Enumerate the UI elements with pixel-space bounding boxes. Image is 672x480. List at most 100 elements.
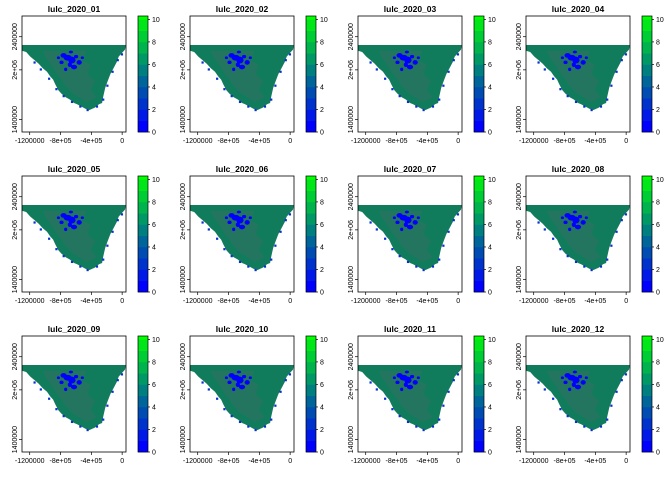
legend-color-step bbox=[138, 440, 148, 453]
legend-color-step bbox=[474, 53, 484, 65]
panel-title: lulc_2020_02 bbox=[216, 4, 269, 14]
map-water-body bbox=[571, 382, 576, 388]
map-water-body bbox=[392, 216, 396, 220]
plot-frame bbox=[525, 15, 631, 133]
x-tick-label: 0 bbox=[624, 458, 628, 465]
x-tick-label: -1200000 bbox=[183, 138, 213, 145]
legend-frame bbox=[305, 15, 317, 133]
x-tick-label: -8e+05 bbox=[386, 458, 408, 465]
map-water-pixel bbox=[406, 260, 410, 264]
x-tick-label: -4e+05 bbox=[248, 298, 270, 305]
map-water-pixel bbox=[537, 221, 540, 224]
map-water-pixel bbox=[230, 95, 233, 98]
map-water-body bbox=[244, 380, 250, 385]
map-water-pixel bbox=[120, 213, 124, 216]
map-water-pixel bbox=[70, 420, 74, 424]
map-water-pixel bbox=[279, 70, 282, 73]
map-water-pixel bbox=[270, 258, 273, 261]
map-water-pixel bbox=[111, 70, 114, 73]
legend-color-step bbox=[306, 190, 316, 203]
map-water-body bbox=[67, 382, 72, 388]
map-water-body bbox=[70, 224, 78, 230]
x-tick-label: 0 bbox=[456, 298, 460, 305]
map-water-pixel bbox=[574, 420, 578, 424]
legend-color-step bbox=[306, 213, 316, 225]
map-water-pixel bbox=[33, 381, 36, 384]
map-water-pixel bbox=[384, 237, 387, 240]
map-water-body bbox=[580, 380, 586, 385]
x-tick-label: -1200000 bbox=[519, 298, 549, 305]
legend-color-step bbox=[138, 109, 148, 122]
x-tick-label: -8e+05 bbox=[218, 458, 240, 465]
map-water-pixel bbox=[270, 418, 273, 421]
map-water-pixel bbox=[452, 219, 455, 222]
map-water-pixel bbox=[62, 95, 65, 98]
map-water-pixel bbox=[55, 248, 58, 251]
map-water-pixel bbox=[120, 53, 124, 56]
map-water-pixel bbox=[39, 388, 42, 391]
map-water-pixel bbox=[70, 100, 74, 104]
y-tick-label: 2400000 bbox=[180, 23, 187, 50]
y-tick-label: 2400000 bbox=[12, 183, 19, 210]
legend-color-step bbox=[474, 384, 484, 396]
map-water-pixel bbox=[543, 68, 546, 71]
x-tick-label: 0 bbox=[288, 298, 292, 305]
map-water-body bbox=[412, 60, 418, 65]
map-water-pixel bbox=[422, 108, 425, 112]
legend-tick-label: 4 bbox=[656, 84, 660, 91]
y-tick-label: 2e+06 bbox=[12, 380, 19, 400]
legend-frame bbox=[137, 335, 149, 453]
legend-color-step bbox=[642, 246, 652, 259]
x-tick-label: -4e+05 bbox=[416, 138, 438, 145]
map-water-pixel bbox=[95, 265, 99, 268]
legend-tick-label: 0 bbox=[656, 290, 660, 297]
map-land-inner bbox=[210, 50, 265, 102]
map-panel-02: lulc_2020_02 -1200000 -8e+05 -4e+05 0 1400000… bbox=[180, 4, 328, 145]
map-water-pixel bbox=[384, 77, 387, 80]
y-tick-label: 2400000 bbox=[516, 23, 523, 50]
x-tick-label: -8e+05 bbox=[386, 138, 408, 145]
legend-color-step bbox=[642, 395, 652, 408]
map-water-pixel bbox=[422, 268, 425, 272]
panel-title: lulc_2020_09 bbox=[48, 324, 101, 334]
map-water-pixel bbox=[583, 105, 586, 108]
legend-tick-label: 10 bbox=[656, 337, 664, 344]
x-tick-label: -8e+05 bbox=[386, 298, 408, 305]
x-tick-label: -8e+05 bbox=[554, 298, 576, 305]
map-water-pixel bbox=[599, 105, 603, 108]
legend-frame bbox=[137, 15, 149, 133]
legend-tick-label: 6 bbox=[656, 382, 660, 389]
legend-color-step bbox=[642, 429, 652, 442]
legend-tick-label: 8 bbox=[152, 199, 156, 206]
map-water-pixel bbox=[620, 219, 623, 222]
legend-tick-label: 8 bbox=[488, 39, 492, 46]
map-water-body bbox=[56, 216, 60, 220]
plot-frame bbox=[21, 175, 127, 293]
map-water-body bbox=[227, 380, 232, 385]
map-water-pixel bbox=[39, 68, 42, 71]
x-tick-label: -4e+05 bbox=[584, 458, 606, 465]
y-tick-label: 2400000 bbox=[12, 23, 19, 50]
map-water-body bbox=[227, 220, 232, 225]
map-water-pixel bbox=[55, 88, 58, 91]
map-water-pixel bbox=[537, 61, 540, 64]
panel-title: lulc_2020_06 bbox=[216, 164, 269, 174]
legend-color-step bbox=[306, 429, 316, 442]
map-water-pixel bbox=[106, 84, 109, 87]
y-tick-label: 2e+06 bbox=[516, 60, 523, 80]
map-water-body bbox=[560, 56, 564, 60]
legend-color-step bbox=[306, 235, 316, 248]
panel-title: lulc_2020_03 bbox=[384, 4, 437, 14]
map-water-pixel bbox=[263, 265, 267, 268]
legend-tick-label: 0 bbox=[152, 290, 156, 297]
map-water-body bbox=[563, 60, 568, 65]
y-tick-label: 2e+06 bbox=[180, 60, 187, 80]
map-water-pixel bbox=[566, 255, 569, 258]
legend-color-step bbox=[642, 64, 652, 76]
map-water-body bbox=[563, 380, 568, 385]
map-water-pixel bbox=[438, 418, 441, 421]
map-water-pixel bbox=[55, 408, 58, 411]
map-water-body bbox=[560, 216, 564, 220]
legend-color-step bbox=[306, 406, 316, 419]
map-water-pixel bbox=[369, 221, 372, 224]
